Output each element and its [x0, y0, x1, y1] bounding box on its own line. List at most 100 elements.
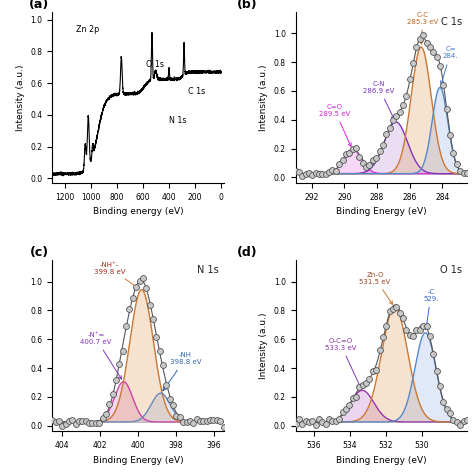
- Point: [193, 416, 201, 423]
- Point: [136, 277, 143, 284]
- Text: -NH⁺-
399.8 eV: -NH⁺- 399.8 eV: [93, 262, 138, 288]
- Y-axis label: Intensity (a.u.): Intensity (a.u.): [16, 64, 25, 131]
- Point: [292, 420, 299, 428]
- Point: [173, 412, 180, 419]
- Point: [436, 382, 444, 390]
- Text: C-N
286.9 eV: C-N 286.9 eV: [363, 81, 394, 119]
- Text: C 1s: C 1s: [441, 17, 462, 27]
- Point: [312, 421, 319, 429]
- Text: (b): (b): [237, 0, 258, 11]
- Text: (d): (d): [237, 246, 258, 259]
- Point: [406, 331, 413, 339]
- Point: [376, 346, 383, 354]
- Point: [386, 308, 393, 315]
- Point: [196, 417, 204, 425]
- Point: [315, 415, 323, 423]
- Point: [143, 284, 150, 292]
- Text: -N⁺=
400.7 eV: -N⁺= 400.7 eV: [80, 332, 121, 379]
- Point: [423, 39, 430, 47]
- Point: [346, 149, 353, 156]
- Point: [419, 31, 427, 39]
- Point: [315, 170, 323, 177]
- Point: [65, 417, 73, 425]
- Point: [99, 414, 106, 422]
- Point: [302, 418, 310, 425]
- Point: [356, 153, 363, 161]
- Text: C=O
289.5 eV: C=O 289.5 eV: [319, 104, 351, 146]
- Point: [299, 420, 306, 428]
- Point: [453, 160, 461, 168]
- Point: [383, 130, 390, 138]
- Text: O-C=O
533.3 eV: O-C=O 533.3 eV: [325, 338, 361, 388]
- Point: [339, 156, 346, 164]
- Point: [447, 131, 454, 138]
- Point: [362, 379, 370, 386]
- Point: [373, 366, 380, 374]
- Point: [309, 418, 316, 425]
- Point: [85, 419, 93, 427]
- Point: [146, 301, 154, 309]
- Point: [292, 168, 299, 175]
- Point: [159, 361, 167, 369]
- Point: [106, 401, 113, 408]
- X-axis label: Binding energy (eV): Binding energy (eV): [92, 207, 183, 216]
- Point: [153, 333, 160, 341]
- Text: C 1s: C 1s: [188, 87, 205, 96]
- Point: [463, 169, 471, 177]
- Point: [379, 333, 387, 341]
- Point: [72, 420, 80, 428]
- Point: [58, 422, 66, 430]
- Point: [89, 419, 96, 427]
- Point: [379, 142, 387, 149]
- Point: [346, 401, 353, 409]
- Point: [359, 381, 366, 389]
- Point: [48, 417, 56, 424]
- Point: [169, 401, 177, 409]
- Point: [399, 101, 407, 109]
- Point: [322, 420, 329, 428]
- Y-axis label: Intensity (a.u.): Intensity (a.u.): [259, 312, 268, 379]
- Point: [325, 415, 333, 422]
- Point: [369, 156, 376, 164]
- X-axis label: Binding Energy (eV): Binding Energy (eV): [92, 456, 183, 465]
- Point: [319, 170, 326, 177]
- Point: [433, 53, 440, 61]
- Point: [302, 170, 310, 178]
- Point: [126, 305, 133, 313]
- Point: [328, 417, 336, 424]
- Point: [429, 351, 437, 358]
- Point: [463, 417, 471, 424]
- Point: [426, 332, 434, 340]
- Text: C-C
285.3 eV: C-C 285.3 eV: [407, 12, 438, 44]
- Point: [210, 416, 217, 424]
- Point: [163, 381, 170, 389]
- Text: (a): (a): [28, 0, 49, 11]
- Point: [149, 315, 157, 323]
- Point: [62, 420, 69, 428]
- Point: [156, 347, 164, 355]
- Point: [179, 418, 187, 426]
- Point: [295, 416, 303, 423]
- Text: O 1s: O 1s: [440, 265, 462, 275]
- Point: [413, 44, 420, 51]
- Point: [216, 417, 224, 425]
- Point: [399, 314, 407, 321]
- Point: [369, 367, 376, 375]
- Point: [450, 416, 457, 424]
- Point: [336, 160, 343, 168]
- Text: (c): (c): [29, 246, 49, 259]
- Point: [443, 106, 450, 113]
- Point: [413, 326, 420, 334]
- Point: [410, 60, 417, 67]
- Point: [206, 416, 214, 423]
- Point: [349, 145, 356, 153]
- Point: [386, 125, 393, 132]
- Point: [342, 405, 350, 412]
- Point: [213, 416, 220, 423]
- Point: [92, 419, 100, 427]
- Text: Zn-O
531.5 eV: Zn-O 531.5 eV: [359, 272, 392, 304]
- Point: [95, 419, 103, 427]
- Point: [402, 92, 410, 100]
- Point: [102, 410, 109, 418]
- Text: -C
529.: -C 529.: [423, 289, 438, 330]
